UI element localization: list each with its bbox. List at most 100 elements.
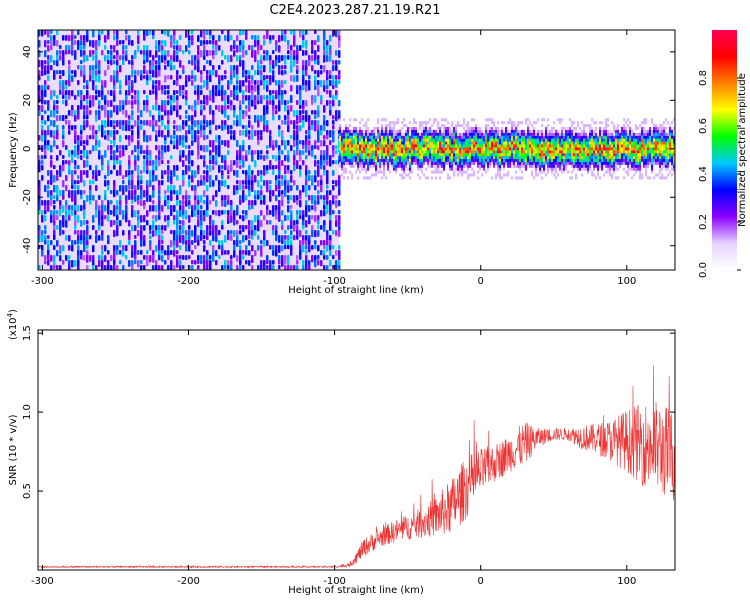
heatmap-cell xyxy=(388,126,392,130)
heatmap-cell xyxy=(438,156,442,160)
heatmap-cell xyxy=(299,215,302,220)
heatmap-cell xyxy=(544,158,548,162)
heatmap-cell xyxy=(224,180,227,188)
heatmap-cell xyxy=(596,167,600,171)
heatmap-cell xyxy=(338,210,341,215)
heatmap-cell xyxy=(107,170,110,177)
heatmap-cell xyxy=(396,158,400,162)
heatmap-cell xyxy=(173,250,176,257)
heatmap-cell xyxy=(143,240,146,247)
heatmap-cell xyxy=(618,132,622,136)
heatmap-cell xyxy=(140,125,143,130)
heatmap-cell xyxy=(600,141,604,145)
heatmap-cell xyxy=(311,65,314,72)
heatmap-cell xyxy=(586,164,590,168)
heatmap-cell xyxy=(460,132,464,136)
heatmap-cell xyxy=(299,200,302,208)
heatmap-cell xyxy=(221,85,224,91)
heatmap-cell xyxy=(179,190,182,195)
heatmap-cell xyxy=(424,176,428,180)
heatmap-cell xyxy=(446,150,450,154)
heatmap-cell xyxy=(490,129,494,133)
heatmap-cell xyxy=(239,225,242,230)
heatmap-cell xyxy=(622,138,626,142)
heatmap-cell xyxy=(251,245,254,252)
heatmap-cell xyxy=(167,265,170,270)
heatmap-cell xyxy=(296,230,299,236)
heatmap-cell xyxy=(206,230,209,236)
heatmap-cell xyxy=(546,164,550,168)
heatmap-cell xyxy=(460,167,464,171)
heatmap-cell xyxy=(572,156,576,160)
heatmap-cell xyxy=(612,144,616,148)
heatmap-cell xyxy=(434,138,438,142)
heatmap-cell xyxy=(534,138,538,142)
heatmap-cell xyxy=(122,100,125,107)
heatmap-cell xyxy=(508,147,512,151)
heatmap-cell xyxy=(620,126,624,130)
heatmap-cell xyxy=(155,175,158,182)
heatmap-cell xyxy=(414,126,418,130)
heatmap-cell xyxy=(492,144,496,148)
heatmap-cell xyxy=(290,120,293,125)
heatmap-cell xyxy=(404,161,408,165)
heatmap-cell xyxy=(378,164,382,168)
heatmap-cell xyxy=(155,40,158,46)
heatmap-cell xyxy=(305,255,308,261)
heatmap-cell xyxy=(326,145,329,151)
heatmap-cell xyxy=(396,132,400,136)
heatmap-cell xyxy=(348,144,352,148)
heatmap-cell xyxy=(323,255,326,260)
heatmap-cell xyxy=(554,144,558,148)
heatmap-cell xyxy=(119,125,122,130)
heatmap-cell xyxy=(594,138,598,142)
heatmap-cell xyxy=(616,138,620,142)
heatmap-cell xyxy=(305,70,308,77)
heatmap-cell xyxy=(185,30,188,38)
heatmap-cell xyxy=(368,156,372,160)
heatmap-cell xyxy=(173,235,176,242)
heatmap-cell xyxy=(340,132,344,136)
heatmap-cell xyxy=(182,160,185,168)
heatmap-cell xyxy=(335,180,338,187)
heatmap-cell xyxy=(272,230,275,236)
heatmap-cell xyxy=(62,95,65,100)
heatmap-cell xyxy=(540,153,544,157)
heatmap-cell xyxy=(348,138,352,142)
heatmap-cell xyxy=(494,138,498,142)
heatmap-cell xyxy=(446,138,450,142)
heatmap-cell xyxy=(332,185,335,191)
heatmap-cell xyxy=(564,129,568,133)
heatmap-cell xyxy=(302,40,305,48)
heatmap-cell xyxy=(302,150,305,156)
heatmap-cell xyxy=(602,150,606,154)
heatmap-cell xyxy=(197,135,200,141)
heatmap-cell xyxy=(532,164,536,168)
heatmap-cell xyxy=(164,200,167,207)
heatmap-cell xyxy=(430,144,434,148)
heatmap-cell xyxy=(314,195,317,201)
heatmap-cell xyxy=(314,175,317,183)
heatmap-cell xyxy=(384,135,388,139)
heatmap-cell xyxy=(125,35,128,41)
heatmap-cell xyxy=(284,70,287,75)
heatmap-cell xyxy=(586,153,590,157)
heatmap-cell xyxy=(104,215,107,220)
heatmap-cell xyxy=(119,185,122,192)
heatmap-cell xyxy=(86,170,89,178)
heatmap-cell xyxy=(350,129,354,133)
heatmap-cell xyxy=(366,150,370,154)
heatmap-cell xyxy=(182,225,185,232)
heatmap-cell xyxy=(41,85,44,91)
heatmap-cell xyxy=(281,65,284,70)
heatmap-cell xyxy=(464,153,468,157)
heatmap-cell xyxy=(478,138,482,142)
heatmap-cell xyxy=(520,150,524,154)
heatmap-cell xyxy=(414,135,418,139)
heatmap-cell xyxy=(458,141,462,145)
heatmap-cell xyxy=(356,135,360,139)
heatmap-cell xyxy=(224,195,227,201)
heatmap-cell xyxy=(272,165,275,170)
heatmap-cell xyxy=(406,153,410,157)
heatmap-cell xyxy=(534,167,538,171)
